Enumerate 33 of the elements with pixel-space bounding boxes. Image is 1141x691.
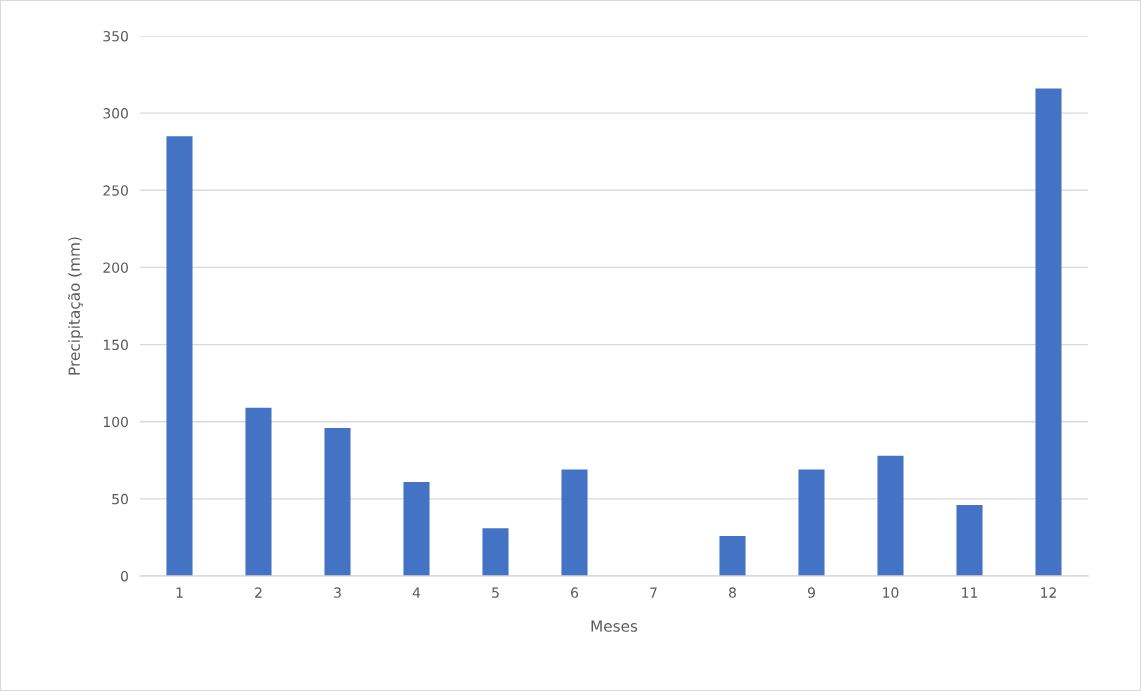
y-tick-label: 250: [103, 185, 128, 196]
x-axis-title: Meses: [591, 620, 638, 632]
x-tick-label: 8: [729, 587, 736, 598]
bar: [482, 528, 509, 576]
y-tick-label: 350: [103, 30, 128, 42]
x-tick-label: 7: [650, 587, 657, 598]
bar: [956, 505, 983, 576]
x-tick-label: 2: [255, 587, 262, 598]
bar: [245, 407, 272, 576]
x-tick-label: 3: [334, 587, 341, 598]
y-axis-title: Precipitação (mm): [67, 237, 83, 375]
y-tick-label: 100: [103, 416, 128, 428]
bar: [403, 481, 430, 576]
bar: [561, 469, 588, 576]
x-tick-label: 4: [412, 587, 421, 598]
bar: [1035, 88, 1062, 576]
x-tick-label: 1: [176, 587, 183, 598]
y-tick-label: 200: [103, 262, 128, 273]
x-tick-label: 5: [492, 587, 499, 598]
y-tick-label: 150: [103, 339, 128, 351]
x-tick-label: 6: [571, 587, 579, 598]
bar: [798, 469, 825, 576]
x-tick-label: 11: [962, 587, 978, 598]
x-tick-label: 12: [1041, 587, 1056, 598]
bar: [719, 535, 746, 576]
bar: [166, 136, 193, 576]
x-tick-label: 9: [807, 587, 815, 598]
y-tick-label: 300: [103, 108, 128, 119]
y-tick-label: 50: [112, 493, 128, 505]
x-tick-label: 10: [883, 587, 899, 598]
bar: [324, 427, 351, 576]
bar: [877, 455, 904, 576]
y-tick-label: 0: [120, 570, 128, 582]
